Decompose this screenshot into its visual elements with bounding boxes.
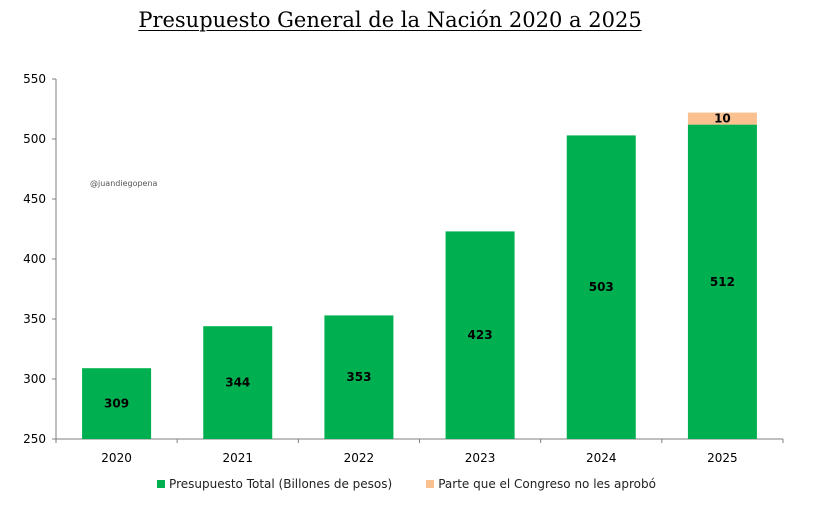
x-tick-label: 2020 — [101, 451, 132, 465]
legend-label: Parte que el Congreso no les aprobó — [438, 477, 656, 491]
data-label: 309 — [104, 397, 129, 411]
bar-total — [445, 231, 515, 439]
x-tick-label: 2022 — [344, 451, 375, 465]
x-tick-label: 2021 — [222, 451, 253, 465]
y-axis: 250 300 350 400 450 500 550 — [23, 72, 57, 446]
legend-label: Presupuesto Total (Billones de pesos) — [169, 477, 393, 491]
data-label: 10 — [714, 112, 731, 126]
x-tick-label: 2025 — [707, 451, 738, 465]
x-tick-label: 2023 — [465, 451, 496, 465]
y-tick-label: 450 — [23, 192, 46, 206]
y-tick-label: 250 — [23, 432, 46, 446]
data-label: 512 — [710, 275, 735, 289]
data-label: 423 — [468, 328, 493, 342]
legend: Presupuesto Total (Billones de pesos) Par… — [0, 477, 813, 491]
data-label: 503 — [589, 280, 614, 294]
y-tick-label: 400 — [23, 252, 46, 266]
x-axis: 2020 2021 2022 2023 2024 2025 — [55, 438, 784, 465]
legend-swatch — [157, 480, 166, 488]
bars: 309 344 353 423 503 512 10 — [82, 112, 757, 439]
y-tick-label: 300 — [23, 372, 46, 386]
y-tick-label: 350 — [23, 312, 46, 326]
legend-swatch — [426, 480, 435, 488]
data-label: 353 — [346, 370, 371, 384]
bar-total — [324, 315, 394, 439]
bar-total — [687, 124, 757, 439]
chart-title: Presupuesto General de la Nación 2020 a … — [138, 8, 642, 32]
watermark-text: @juandiegopena — [90, 179, 158, 188]
legend-item: Presupuesto Total (Billones de pesos) — [157, 477, 392, 491]
x-tick-label: 2024 — [586, 451, 617, 465]
legend-item: Parte que el Congreso no les aprobó — [426, 477, 656, 491]
bar-total — [82, 368, 152, 439]
y-tick-label: 500 — [23, 132, 46, 146]
y-tick-label: 550 — [23, 72, 46, 86]
bar-not-approved — [687, 112, 757, 125]
bar-total — [566, 135, 636, 439]
bar-total — [203, 326, 273, 439]
data-label: 344 — [225, 376, 250, 390]
